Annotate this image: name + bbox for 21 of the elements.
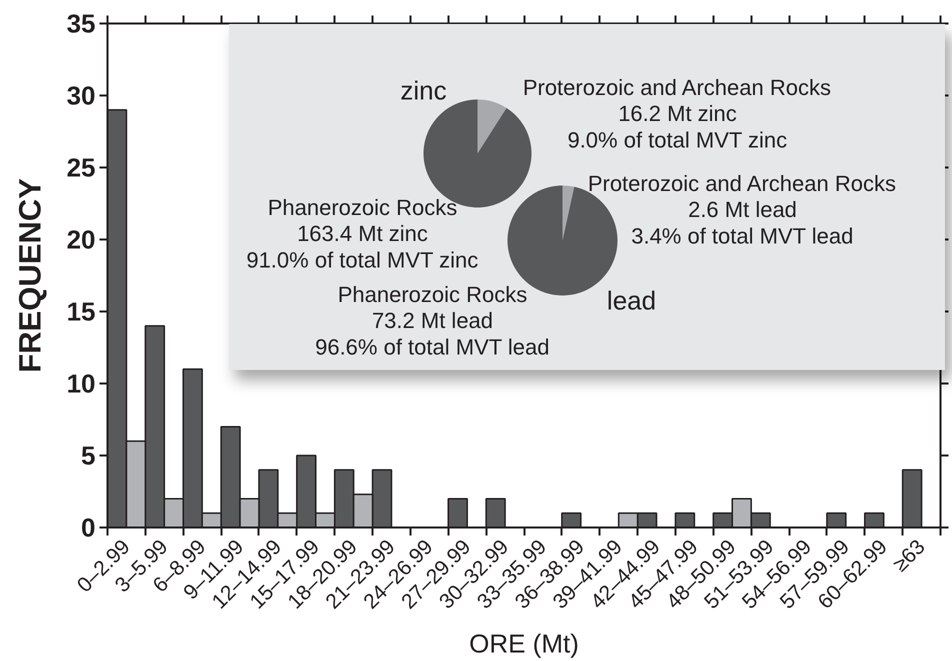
y-tick-label: 10 bbox=[66, 368, 96, 398]
annotation: lead bbox=[606, 286, 656, 316]
data-label: 2.6 Mt lead 3.4% of total MVT lead bbox=[631, 197, 854, 248]
x-axis-title: ORE (Mt) bbox=[469, 628, 579, 659]
y-tick-label: 20 bbox=[66, 224, 96, 254]
slice-label: Phanerozoic Rocks bbox=[268, 194, 458, 220]
chart-title: zinc bbox=[400, 76, 447, 106]
y-tick-label: 35 bbox=[66, 8, 96, 38]
y-tick-label: 30 bbox=[66, 80, 96, 110]
y-tick-label: 5 bbox=[81, 440, 96, 470]
slice-label: Proterozoic and Archean Rocks bbox=[522, 74, 831, 100]
y-tick-label: 25 bbox=[66, 152, 96, 182]
y-tick-label: 0 bbox=[81, 512, 96, 542]
y-tick-label: 15 bbox=[66, 296, 96, 326]
x-tick-label: ≥63 bbox=[888, 535, 930, 576]
data-label: 73.2 Mt lead 96.6% of total MVT lead bbox=[315, 308, 550, 360]
data-label: 16.2 Mt zinc 9.0% of total MVT zinc bbox=[567, 101, 788, 152]
slice-label: Phanerozoic Rocks bbox=[338, 282, 528, 307]
data-label: 163.4 Mt zinc 91.0% of total MVT zinc bbox=[246, 221, 478, 272]
slice-label: Proterozoic and Archean Rocks bbox=[588, 170, 896, 196]
y-axis-title: FREQUENCY bbox=[12, 178, 48, 373]
